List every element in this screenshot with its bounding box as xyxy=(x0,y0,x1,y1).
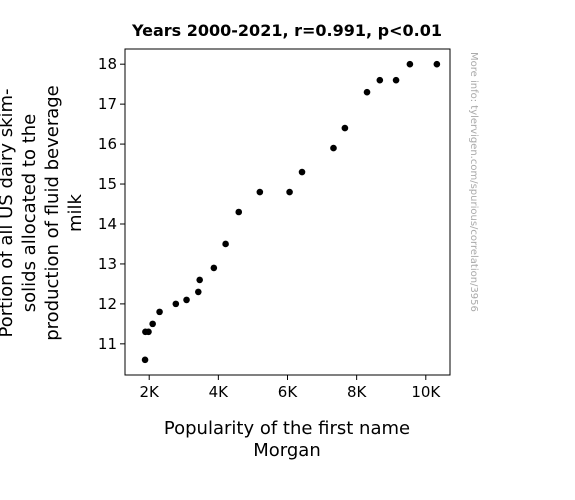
y-axis-label-line-4: milk xyxy=(65,193,86,232)
x-tick-label: 10K xyxy=(411,383,441,401)
data-point xyxy=(194,288,202,296)
y-tick-label: 14 xyxy=(98,215,117,233)
y-tick-label: 12 xyxy=(98,295,117,313)
data-point xyxy=(406,60,414,68)
data-point xyxy=(256,188,264,196)
y-tick-label: 16 xyxy=(98,135,117,153)
data-point xyxy=(141,356,149,364)
data-point xyxy=(172,300,180,308)
data-point xyxy=(210,264,218,272)
chart-title: Years 2000-2021, r=0.991, p<0.01 xyxy=(131,21,442,40)
plot-frame xyxy=(124,48,451,376)
y-tick-label: 18 xyxy=(98,55,117,73)
y-tick-label: 11 xyxy=(98,335,117,353)
data-point xyxy=(376,76,384,84)
data-point xyxy=(196,276,203,284)
data-point xyxy=(235,208,243,216)
y-axis-label-line-3: production of fluid beverage xyxy=(42,85,63,341)
y-tick-label: 13 xyxy=(98,255,117,273)
data-point xyxy=(145,328,152,336)
data-point xyxy=(341,124,349,132)
data-point xyxy=(156,308,163,316)
data-point xyxy=(183,296,190,304)
x-axis-label-line-2: Morgan xyxy=(253,440,321,461)
x-tick-label: 2K xyxy=(140,383,161,401)
data-point xyxy=(363,88,371,96)
data-point xyxy=(392,76,400,84)
axis-ticks: 2K 4K 6K 8K 10K 11 12 13 14 15 16 17 18 xyxy=(98,55,442,401)
data-point xyxy=(286,188,293,196)
y-tick-label: 15 xyxy=(98,175,117,193)
x-tick-label: 6K xyxy=(278,383,299,401)
y-axis-label-line-1: Portion of all US dairy skim- xyxy=(0,88,17,337)
data-point xyxy=(330,144,337,152)
x-tick-label: 8K xyxy=(347,383,368,401)
x-tick-label: 4K xyxy=(209,383,230,401)
y-tick-label: 17 xyxy=(98,95,117,113)
data-point xyxy=(149,320,156,328)
data-point xyxy=(298,168,306,176)
data-point xyxy=(222,240,229,248)
data-points xyxy=(141,60,441,364)
source-credit: More info: tylervigen.com/spurious/corre… xyxy=(468,52,479,312)
data-point xyxy=(433,60,441,68)
y-axis-label-line-2: solids allocated to the xyxy=(19,114,40,313)
x-axis-label-line-1: Popularity of the first name xyxy=(164,418,410,439)
y-axis-label: Portion of all US dairy skim- solids all… xyxy=(0,85,86,341)
